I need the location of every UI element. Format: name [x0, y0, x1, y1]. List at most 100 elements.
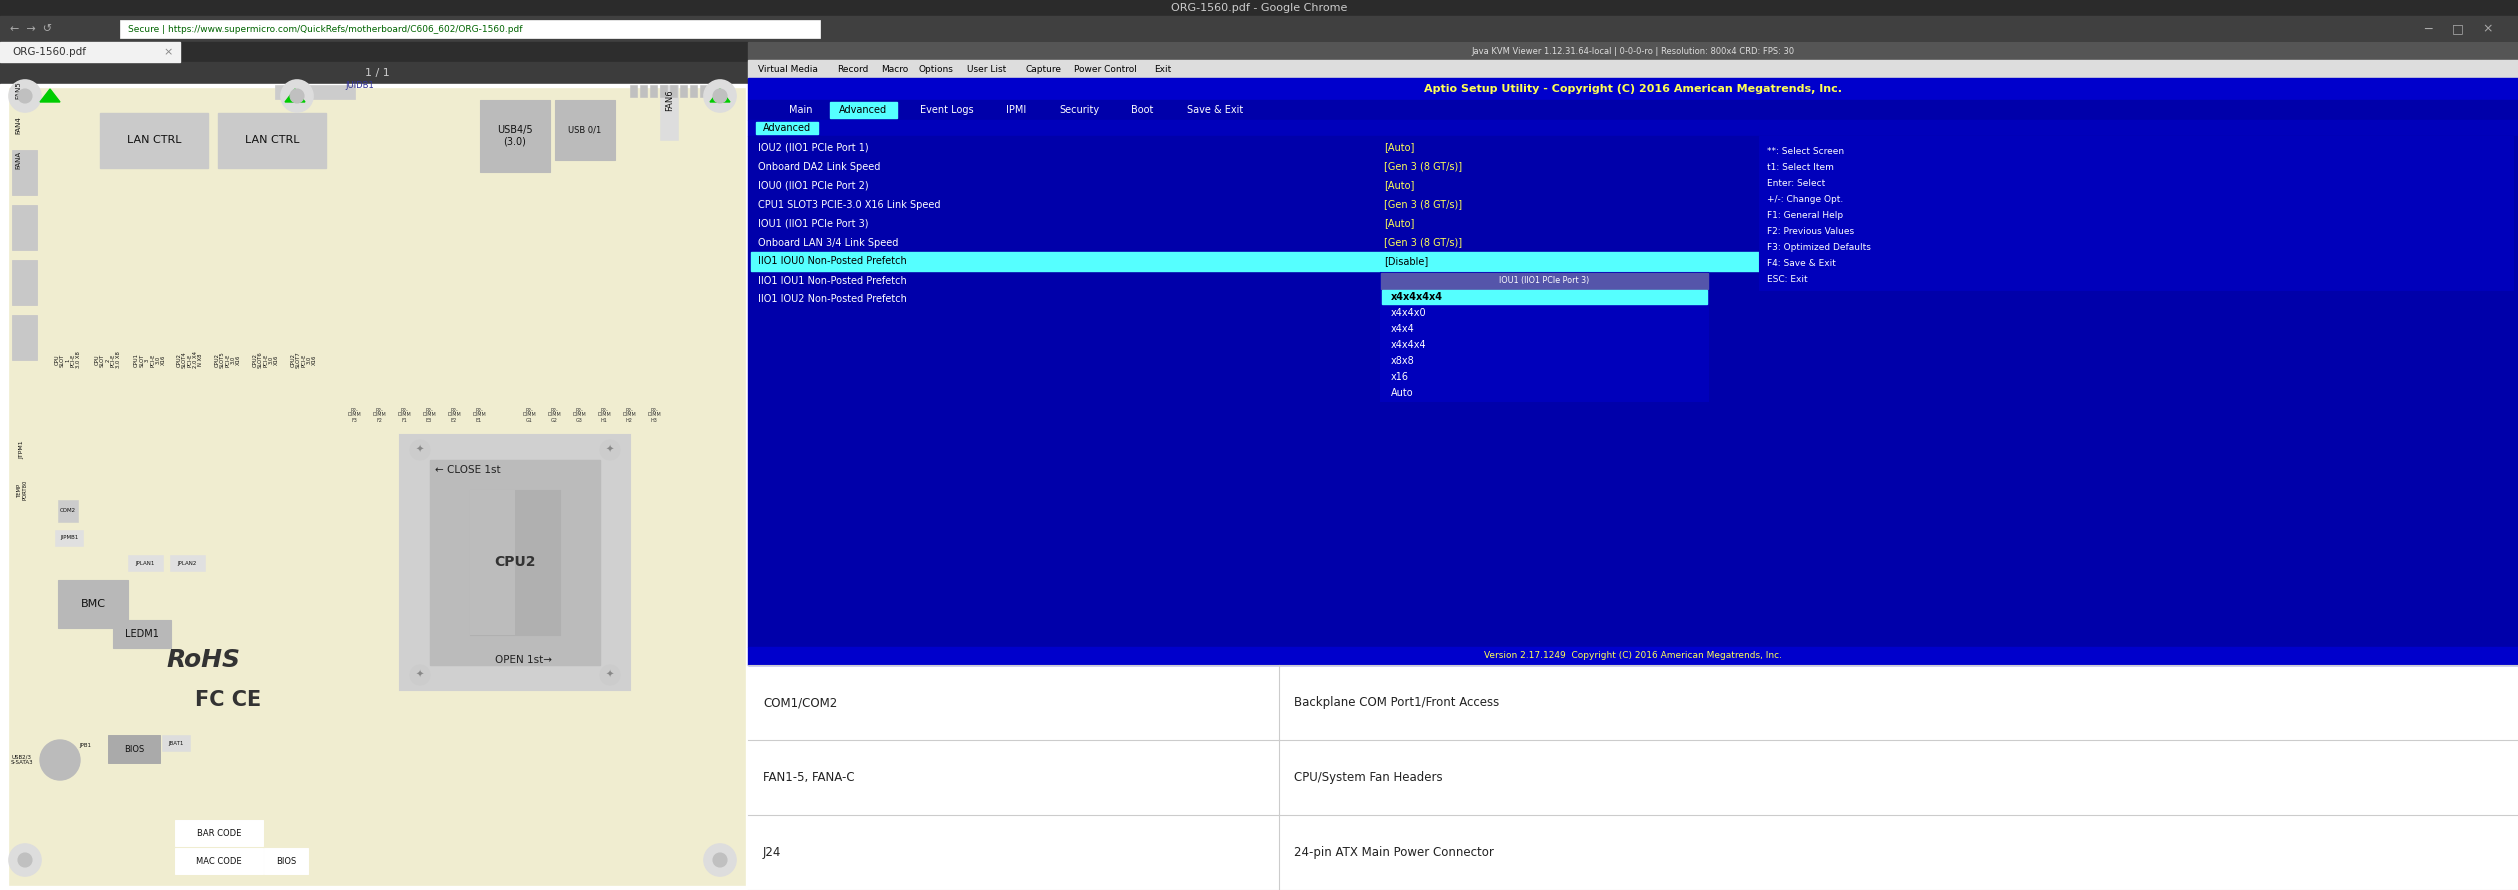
Bar	[748, 120, 2518, 136]
Bar	[121, 20, 821, 38]
Text: ← CLOSE 1st: ← CLOSE 1st	[436, 465, 501, 475]
Bar	[594, 230, 612, 600]
Bar	[569, 230, 589, 600]
Text: CPU2
SLOT4
PCI-E
2.0 X4
N X8: CPU2 SLOT4 PCI-E 2.0 X4 N X8	[176, 352, 204, 368]
Text: JIPMB1: JIPMB1	[60, 536, 78, 540]
Text: USB2/3
S-SATA3: USB2/3 S-SATA3	[10, 755, 33, 765]
Bar	[481, 100, 549, 172]
Bar	[128, 555, 164, 571]
Bar	[554, 100, 614, 160]
Bar	[113, 620, 171, 648]
Bar	[13, 260, 38, 305]
Bar	[748, 78, 2518, 100]
Text: (fun 0/1/2/3 visible): (fun 0/1/2/3 visible)	[1765, 181, 1853, 190]
Text: P2-
DIMM
E3: P2- DIMM E3	[423, 408, 436, 423]
Text: CPU2
SLOT7
PCI-E
3.0
X16: CPU2 SLOT7 PCI-E 3.0 X16	[290, 352, 317, 368]
Text: CPU2: CPU2	[494, 555, 536, 570]
Text: □: □	[2453, 22, 2465, 36]
Text: BAR CODE: BAR CODE	[196, 829, 242, 837]
Text: LAN CTRL: LAN CTRL	[126, 135, 181, 145]
Text: ✦: ✦	[415, 445, 423, 455]
Bar	[101, 113, 209, 168]
Text: Boot: Boot	[1131, 105, 1153, 115]
Text: Main: Main	[788, 105, 813, 115]
Circle shape	[410, 440, 431, 460]
Text: x8x8: x8x8	[1390, 356, 1415, 366]
Text: **: Select Screen: **: Select Screen	[1768, 148, 1843, 157]
Bar	[161, 735, 189, 751]
Circle shape	[705, 844, 735, 876]
Bar	[55, 530, 83, 546]
Text: ─: ─	[2425, 22, 2432, 36]
Text: FANA: FANA	[15, 151, 20, 169]
Text: MAC CODE: MAC CODE	[196, 856, 242, 865]
Text: IOU2 (IIO1 PCIe Port 1): IOU2 (IIO1 PCIe Port 1)	[758, 142, 869, 152]
Bar	[660, 85, 667, 97]
Bar	[650, 85, 657, 97]
Text: BIOS: BIOS	[123, 745, 144, 754]
Circle shape	[10, 80, 40, 112]
Text: +/-: Change Opt.: +/-: Change Opt.	[1768, 196, 1843, 205]
Text: P2-
DIMM
E1: P2- DIMM E1	[471, 408, 486, 423]
Text: Macro: Macro	[881, 64, 909, 74]
Text: LEDM1: LEDM1	[126, 629, 159, 639]
Text: Record: Record	[838, 64, 869, 74]
Text: this setting : x4x4x4x4: this setting : x4x4x4x4	[1765, 162, 1868, 171]
Text: Enter: Select: Enter: Select	[1768, 180, 1826, 189]
Text: JTPM1: JTPM1	[20, 441, 25, 459]
Text: FAN4: FAN4	[15, 116, 20, 134]
Text: Security: Security	[1060, 105, 1098, 115]
Text: x4x4x0 (fun 0/2/3 visible): x4x4x0 (fun 0/2/3 visible)	[1765, 200, 1881, 209]
Text: J24: J24	[763, 846, 781, 859]
Bar	[1380, 273, 1707, 289]
Bar	[1382, 290, 1707, 304]
Text: x8x8 (fun 0/2 visible) x16: x8x8 (fun 0/2 visible) x16	[1765, 219, 1881, 228]
Text: Virtual Media: Virtual Media	[758, 64, 818, 74]
Text: BIOS: BIOS	[277, 856, 297, 865]
Text: JUIDB1: JUIDB1	[345, 80, 375, 90]
Circle shape	[282, 80, 312, 112]
Bar	[748, 60, 2518, 78]
Bar	[209, 175, 247, 545]
Circle shape	[599, 665, 619, 685]
Bar	[219, 113, 325, 168]
Text: FAN1-5, FANA-C: FAN1-5, FANA-C	[763, 771, 854, 784]
Bar	[660, 85, 677, 140]
Text: [Disable]: [Disable]	[1385, 256, 1428, 266]
Bar	[748, 136, 2518, 647]
Circle shape	[40, 740, 81, 780]
Bar	[174, 820, 262, 846]
Text: IOU1 (IIO1 PCIe Port 3): IOU1 (IIO1 PCIe Port 3)	[758, 219, 869, 229]
Text: TEMP
PORT80: TEMP PORT80	[18, 480, 28, 500]
Text: F4: Save & Exit: F4: Save & Exit	[1768, 260, 1836, 269]
Bar	[748, 100, 2518, 120]
Text: Secure | https://www.supermicro.com/QuickRefs/motherboard/C606_602/ORG-1560.pdf: Secure | https://www.supermicro.com/Quic…	[128, 25, 524, 34]
Text: [Auto]: [Auto]	[1385, 219, 1415, 229]
Text: t1: Select Item: t1: Select Item	[1768, 164, 1833, 173]
Text: P2-
DIMM
F3: P2- DIMM F3	[347, 408, 360, 423]
Circle shape	[410, 665, 431, 685]
Text: Capture: Capture	[1025, 64, 1063, 74]
Bar	[0, 42, 2518, 62]
Text: COM2: COM2	[60, 508, 76, 514]
Text: P2-
DIMM
H2: P2- DIMM H2	[622, 408, 637, 423]
Text: CPU
SLOT
2
PCI-E
3.0 X8: CPU SLOT 2 PCI-E 3.0 X8	[96, 352, 121, 368]
Text: JPB1: JPB1	[78, 742, 91, 748]
Text: LAN CTRL: LAN CTRL	[244, 135, 300, 145]
Bar	[171, 175, 209, 545]
Bar	[13, 150, 38, 195]
Text: P2-
DIMM
G3: P2- DIMM G3	[572, 408, 587, 423]
Circle shape	[10, 844, 40, 876]
Text: User List: User List	[967, 64, 1007, 74]
Text: ✦: ✦	[607, 670, 614, 680]
Bar	[471, 490, 559, 635]
Text: CPU/System Fan Headers: CPU/System Fan Headers	[1294, 771, 1443, 784]
Text: CPU
SLOT
1
PCI-E
3.0 X8: CPU SLOT 1 PCI-E 3.0 X8	[55, 352, 81, 368]
Text: CPU2
SLOT5
PCI-E
3.0
X16: CPU2 SLOT5 PCI-E 3.0 X16	[214, 352, 242, 368]
Text: [Gen 3 (8 GT/s)]: [Gen 3 (8 GT/s)]	[1385, 161, 1463, 172]
Bar	[370, 230, 388, 600]
Bar	[748, 665, 2518, 890]
Bar	[287, 175, 322, 545]
Bar	[619, 230, 637, 600]
Bar	[755, 122, 818, 134]
